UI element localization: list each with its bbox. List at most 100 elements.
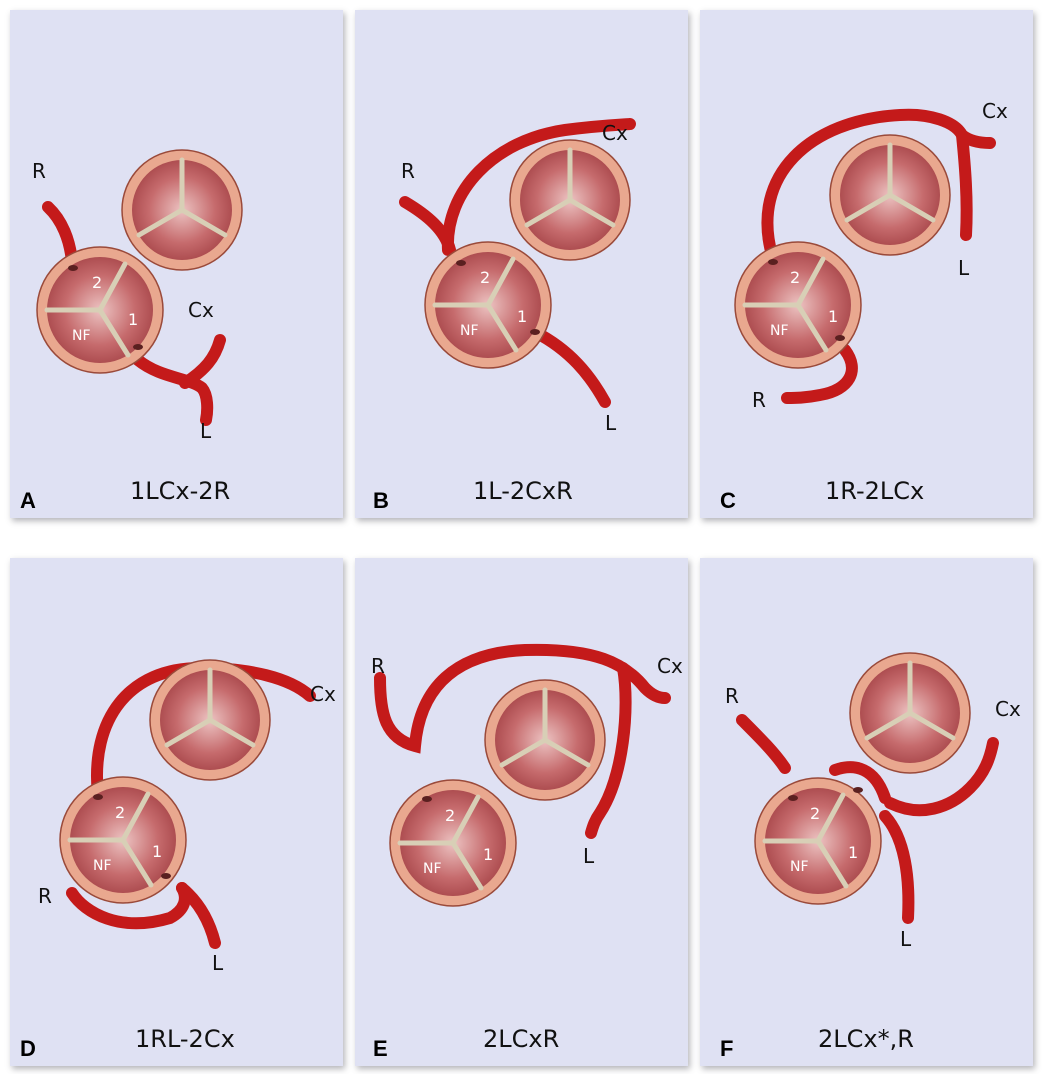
coronary-arteries	[374, 643, 671, 839]
panel-f-diagram: 2 NF 1 R Cx L	[725, 652, 1021, 951]
aortic-commissures	[524, 147, 616, 228]
panel-a-diagram: 2 NF 1 R Cx L	[32, 149, 243, 443]
pulmonic-commissures	[67, 791, 154, 888]
panel-letter: A	[20, 488, 36, 513]
panel-caption: 1RL-2Cx	[135, 1025, 235, 1053]
coronary-arteries	[761, 108, 996, 404]
panel-letter: F	[720, 1036, 734, 1061]
artery-label-l: L	[958, 256, 970, 280]
artery-label-r: R	[725, 684, 739, 708]
panel-b-diagram: 2 NF 1 R Cx L	[399, 118, 636, 435]
sinus-label-nf: NF	[423, 861, 442, 877]
artery-label-cx: Cx	[657, 654, 683, 678]
aortic-valve	[509, 139, 631, 261]
sinus-label-1: 1	[128, 310, 138, 329]
sinus-label-nf: NF	[460, 323, 479, 339]
coronary-ostium	[93, 794, 103, 800]
pulmonic-valve: 2 NF 1	[754, 777, 882, 905]
panel-e-diagram: 2 NF 1 R Cx L	[371, 643, 683, 907]
coronary-ostium	[768, 259, 778, 265]
pulmonic-commissures	[397, 794, 484, 891]
artery-label-r: R	[32, 159, 46, 183]
left-coronary-artery	[956, 129, 973, 241]
panel-c-diagram: 2 NF 1 Cx L R	[734, 99, 1008, 412]
panel-caption: 1R-2LCx	[825, 477, 925, 505]
artery-label-cx: Cx	[995, 697, 1021, 721]
circumflex-artery	[761, 108, 996, 261]
pulmonic-valve: 2 NF 1	[59, 776, 187, 904]
right-coronary-artery	[736, 714, 791, 774]
sinus-label-1: 1	[152, 842, 162, 861]
pulmonic-valve: 2 NF 1	[389, 779, 517, 907]
left-main-artery	[132, 354, 214, 426]
circumflex-artery	[441, 118, 636, 256]
coronary-ostium	[853, 787, 863, 793]
aortic-commissures	[136, 157, 228, 238]
coronary-ostium	[161, 873, 171, 879]
circumflex-artery	[179, 334, 226, 389]
aortic-valve	[121, 149, 243, 271]
panel-letter: E	[373, 1036, 388, 1061]
sinus-label-nf: NF	[72, 328, 91, 344]
artery-label-l: L	[900, 927, 912, 951]
coronary-ostium	[422, 796, 432, 802]
aortic-commissures	[844, 142, 936, 223]
sinus-label-2: 2	[810, 804, 820, 823]
aortic-commissures	[499, 687, 591, 768]
artery-label-r: R	[38, 884, 52, 908]
artery-label-cx: Cx	[982, 99, 1008, 123]
artery-label-cx: Cx	[602, 121, 628, 145]
artery-label-r: R	[371, 654, 385, 678]
circumflex-artery	[884, 737, 999, 817]
panel-caption: 1L-2CxR	[473, 477, 573, 505]
left-coronary-artery	[529, 326, 611, 408]
coronary-ostium	[456, 260, 466, 266]
panel-b: 2 NF 1 R Cx L B 1L-2CxR	[355, 10, 688, 518]
panel-d: 2 NF 1 Cx R L D 1RL-2Cx	[10, 558, 343, 1066]
aortic-commissures	[164, 667, 256, 748]
panel-a: 2 NF 1 R Cx L A 1LCx-2R	[10, 10, 343, 518]
coronary-ostium	[530, 329, 540, 335]
pulmonic-commissures	[432, 256, 519, 353]
sinus-label-2: 2	[480, 268, 490, 287]
right-coronary-artery	[42, 201, 78, 268]
aortic-valve	[484, 679, 606, 801]
coronary-ostium	[133, 344, 143, 350]
artery-label-r: R	[752, 388, 766, 412]
pulmonic-commissures	[742, 256, 829, 353]
sinus-label-1: 1	[483, 845, 493, 864]
sinus-label-nf: NF	[790, 859, 809, 875]
panel-caption: 2LCx*,R	[818, 1025, 914, 1053]
artery-label-l: L	[605, 411, 617, 435]
left-coronary-artery	[585, 662, 632, 839]
panel-letter: D	[20, 1036, 36, 1061]
pulmonic-commissures	[762, 792, 849, 889]
panel-f: 2 NF 1 R Cx L F 2LCx*,R	[700, 558, 1033, 1066]
panel-e: 2 NF 1 R Cx L E 2LCxR	[355, 558, 688, 1066]
sinus-label-2: 2	[115, 803, 125, 822]
coronary-ostium	[788, 795, 798, 801]
sinus-label-nf: NF	[770, 323, 789, 339]
sinus-label-2: 2	[790, 268, 800, 287]
sinus-label-nf: NF	[93, 858, 112, 874]
artery-label-l: L	[212, 951, 224, 975]
panel-caption: 2LCxR	[483, 1025, 560, 1053]
panel-c: 2 NF 1 Cx L R C 1R-2LCx	[700, 10, 1033, 518]
left-coronary-artery	[176, 882, 221, 949]
circumflex-artery	[374, 643, 671, 754]
coronary-ostium	[835, 335, 845, 341]
pulmonic-commissures	[44, 261, 131, 358]
right-coronary-artery	[66, 882, 191, 930]
left-coronary-artery	[879, 810, 915, 924]
coronary-ostium	[68, 265, 78, 271]
artery-label-r: R	[401, 159, 415, 183]
panel-letter: B	[373, 488, 389, 513]
sinus-label-2: 2	[445, 806, 455, 825]
left-main-artery	[829, 761, 891, 804]
pulmonic-valve: 2 NF 1	[734, 241, 862, 369]
aortic-valve	[149, 659, 271, 781]
artery-label-l: L	[200, 419, 212, 443]
artery-label-cx: Cx	[188, 298, 214, 322]
aortic-valve	[849, 652, 971, 774]
panel-d-diagram: 2 NF 1 Cx R L	[38, 659, 336, 975]
